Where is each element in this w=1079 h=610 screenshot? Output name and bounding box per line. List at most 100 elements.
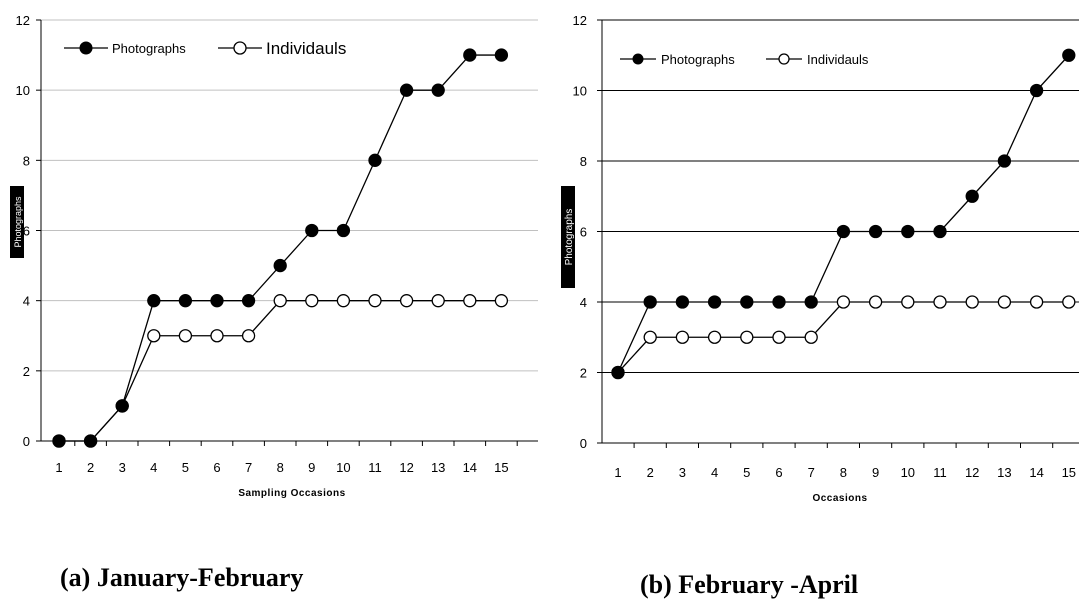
data-point-photographs xyxy=(707,295,722,309)
data-point-individauls xyxy=(836,295,851,309)
x-tick-label: 1 xyxy=(614,465,621,480)
y-tick-label: 0 xyxy=(23,434,30,449)
data-point-photographs xyxy=(431,83,445,97)
series-line-photographs xyxy=(617,54,1070,373)
x-tick-label: 8 xyxy=(840,465,847,480)
y-tick-label: 8 xyxy=(23,153,30,168)
data-point-individauls xyxy=(399,294,414,308)
x-tick-label: 11 xyxy=(368,460,382,475)
x-tick-label: 13 xyxy=(431,460,445,475)
legend-label-individuals: Individauls xyxy=(807,52,869,67)
data-point-photographs xyxy=(868,224,883,239)
x-tick-label: 15 xyxy=(1062,465,1076,480)
y-axis-label-box: Photographs xyxy=(10,186,24,258)
data-point-individauls xyxy=(494,294,509,308)
data-point-individauls xyxy=(933,295,947,309)
legend-label-photographs: Photographs xyxy=(661,52,735,67)
x-tick-label: 5 xyxy=(743,465,750,480)
data-point-photographs xyxy=(399,83,414,97)
data-point-photographs xyxy=(965,189,979,203)
y-tick-label: 0 xyxy=(580,436,587,451)
x-tick-label: 1 xyxy=(55,460,62,475)
data-point-photographs xyxy=(83,434,98,448)
panel-caption: (b) February -April xyxy=(640,570,858,599)
x-tick-label: 9 xyxy=(308,460,315,475)
series-line-photographs xyxy=(59,54,502,442)
data-point-photographs xyxy=(901,224,915,239)
x-tick-label: 6 xyxy=(213,460,220,475)
x-tick-label: 3 xyxy=(119,460,126,475)
y-tick-label: 12 xyxy=(573,13,587,28)
legend-marker-individuals xyxy=(778,53,790,65)
data-point-photographs xyxy=(740,295,754,309)
y-tick-label: 2 xyxy=(23,364,30,379)
panel-caption: (a) January-February xyxy=(60,563,303,592)
x-tick-label: 8 xyxy=(277,460,284,475)
y-tick-label: 10 xyxy=(573,84,587,99)
x-tick-label: 4 xyxy=(711,465,718,480)
series-group xyxy=(52,48,509,448)
data-point-individauls xyxy=(147,329,161,343)
data-point-individauls xyxy=(1062,295,1076,309)
y-tick-label: 6 xyxy=(580,225,587,240)
data-point-photographs xyxy=(772,295,786,309)
grid-lines xyxy=(602,19,1079,373)
data-point-photographs xyxy=(804,295,818,309)
x-tick-label: 10 xyxy=(336,460,350,475)
data-point-individauls xyxy=(707,330,722,344)
legend-label-photographs: Photographs xyxy=(112,41,186,56)
legend-marker-photographs xyxy=(632,53,644,65)
x-ticks: 1 2 3 4 5 6 7 8 9 10 11 12 13 14 15 xyxy=(614,443,1076,480)
x-tick-label: 12 xyxy=(965,465,979,480)
data-point-photographs xyxy=(52,434,66,448)
data-point-photographs xyxy=(210,294,224,308)
data-point-individauls xyxy=(772,330,786,344)
data-point-individauls xyxy=(431,294,445,308)
data-point-photographs xyxy=(933,224,947,239)
x-tick-label: 4 xyxy=(150,460,157,475)
data-point-photographs xyxy=(1029,83,1044,98)
x-ticks: 1 2 3 4 5 6 7 8 9 10 11 12 13 14 15 xyxy=(55,441,518,475)
data-point-photographs xyxy=(643,295,657,309)
x-axis-label: Occasions xyxy=(812,493,867,504)
data-point-photographs xyxy=(836,224,851,239)
y-ticks: 0 2 4 6 8 10 12 xyxy=(573,13,602,451)
y-tick-label: 8 xyxy=(580,154,587,169)
y-tick-label: 12 xyxy=(16,13,30,28)
data-point-individauls xyxy=(336,294,351,308)
x-tick-label: 12 xyxy=(399,460,413,475)
x-tick-label: 5 xyxy=(182,460,189,475)
y-axis-label: Photographs xyxy=(13,196,23,248)
data-point-individauls xyxy=(178,329,193,343)
x-tick-label: 7 xyxy=(245,460,252,475)
data-point-individauls xyxy=(804,330,818,344)
x-tick-label: 13 xyxy=(997,465,1011,480)
data-point-individauls xyxy=(997,295,1012,309)
data-point-photographs xyxy=(305,223,319,238)
legend: Photographs Individauls xyxy=(620,52,869,67)
legend-label-individuals: Individauls xyxy=(266,39,346,58)
y-ticks: 0 2 4 6 8 10 12 xyxy=(16,13,41,449)
x-tick-label: 11 xyxy=(933,465,947,480)
y-tick-label: 2 xyxy=(580,366,587,381)
data-point-individauls xyxy=(368,294,382,308)
data-point-photographs xyxy=(241,294,256,308)
data-point-individauls xyxy=(305,294,319,308)
data-point-photographs xyxy=(1062,48,1076,62)
x-axis-label: Sampling Occasions xyxy=(238,488,345,499)
legend-marker-individuals xyxy=(233,41,247,55)
data-point-individauls xyxy=(241,329,256,343)
y-axis-label: Photographs xyxy=(564,209,575,266)
x-tick-label: 6 xyxy=(775,465,782,480)
series-group xyxy=(611,48,1076,380)
x-tick-label: 15 xyxy=(494,460,508,475)
y-tick-label: 4 xyxy=(23,294,30,309)
x-tick-label: 2 xyxy=(647,465,654,480)
data-point-individauls xyxy=(643,330,657,344)
data-point-photographs xyxy=(336,223,351,238)
data-point-individauls xyxy=(273,294,287,308)
data-point-individauls xyxy=(675,330,690,344)
